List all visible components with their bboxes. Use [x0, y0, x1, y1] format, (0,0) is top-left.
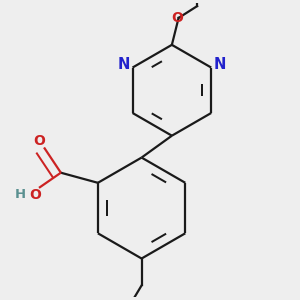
Text: N: N: [118, 57, 130, 72]
Text: N: N: [213, 57, 226, 72]
Text: O: O: [171, 11, 183, 25]
Text: H: H: [15, 188, 26, 201]
Text: O: O: [33, 134, 45, 148]
Text: O: O: [30, 188, 42, 202]
